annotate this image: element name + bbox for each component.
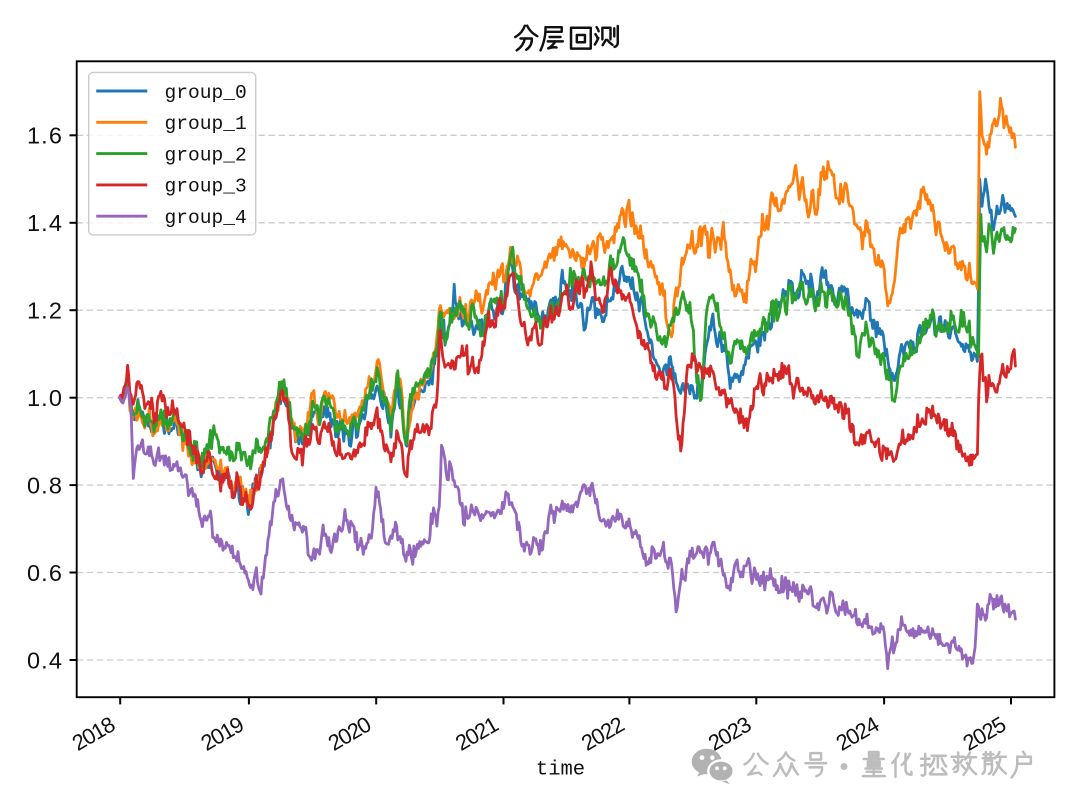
svg-text:group_3: group_3 (165, 176, 247, 198)
svg-text:group_0: group_0 (165, 82, 247, 104)
svg-text:group_1: group_1 (165, 113, 247, 135)
svg-text:time: time (536, 759, 585, 782)
svg-text:group_4: group_4 (165, 207, 247, 229)
svg-text:group_2: group_2 (165, 144, 247, 166)
svg-text:0.8: 0.8 (27, 472, 63, 498)
svg-text:0.4: 0.4 (27, 647, 63, 673)
svg-text:1.4: 1.4 (27, 210, 63, 236)
svg-text:1.6: 1.6 (27, 123, 63, 149)
svg-text:0.6: 0.6 (27, 560, 63, 586)
svg-text:1.0: 1.0 (27, 385, 63, 411)
svg-text:1.2: 1.2 (27, 298, 63, 324)
